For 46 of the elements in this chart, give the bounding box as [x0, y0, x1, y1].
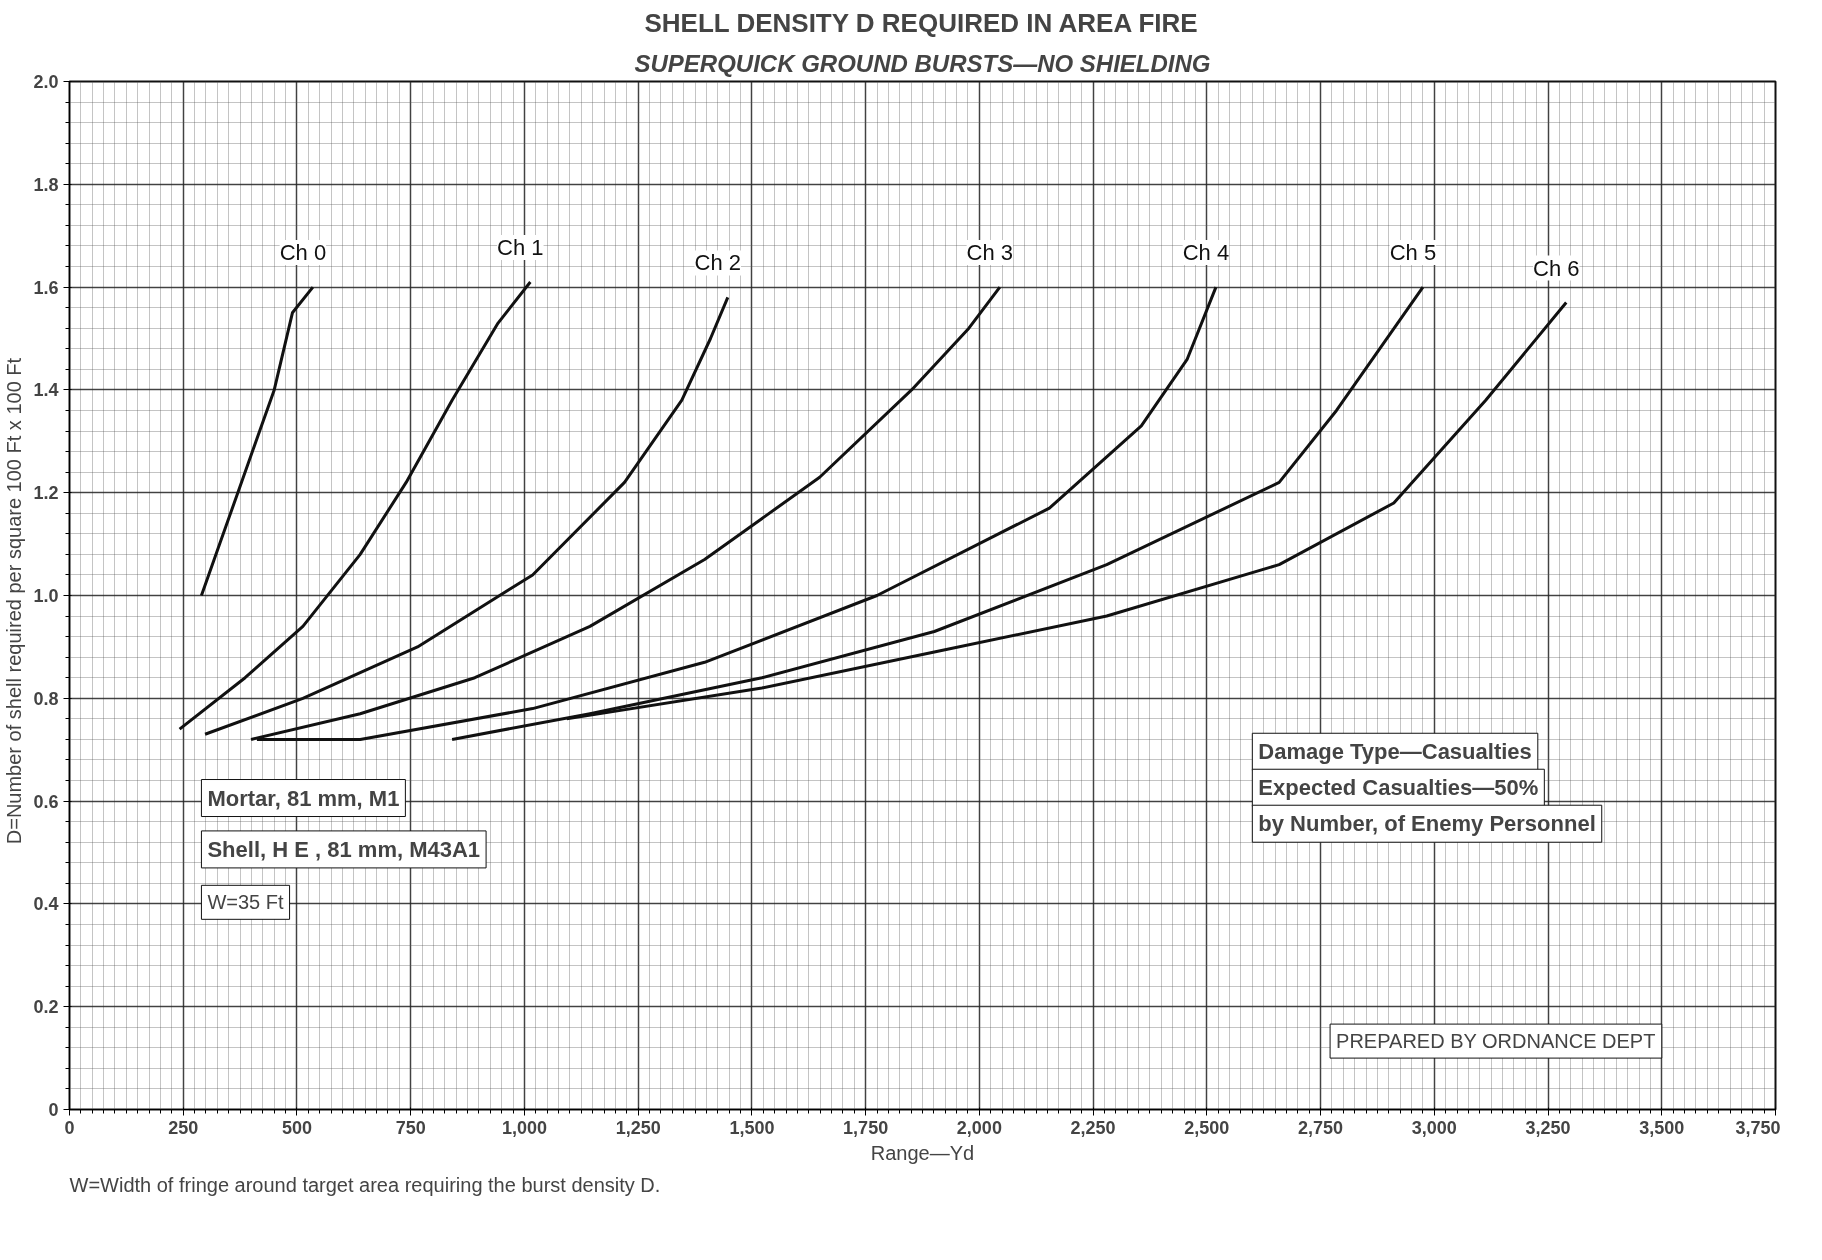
y-axis-title: D=Number of shell required per square 100 Ft x 100 Ft	[3, 357, 26, 845]
y-tick-label: 1.2	[33, 483, 59, 504]
y-tick-label: 0.6	[33, 791, 59, 812]
x-tick-label: 250	[168, 1117, 199, 1138]
annotation: W=35 Ft	[207, 891, 285, 914]
y-tick-label: 1.0	[33, 586, 59, 606]
x-tick-label: 2,750	[1298, 1117, 1344, 1138]
x-tick-label: 1,250	[615, 1117, 661, 1138]
series-label: Ch 2	[694, 250, 742, 276]
x-tick-label: 1,500	[729, 1117, 775, 1138]
y-tick-label: 0	[48, 1100, 59, 1120]
annotation: Expected Casualties—50%	[1258, 775, 1539, 801]
y-tick-label: 1.8	[33, 174, 59, 195]
annotation: Shell, H E , 81 mm, M43A1	[207, 836, 481, 862]
x-tick-label: 1,750	[843, 1117, 889, 1138]
y-tick-label: 1.6	[33, 277, 59, 298]
x-tick-label: 2,500	[1184, 1117, 1230, 1138]
x-tick-label: 3,750	[1735, 1117, 1781, 1138]
x-tick-label: 3,500	[1639, 1117, 1685, 1138]
y-tick-label: 0.2	[33, 997, 59, 1018]
x-tick-label: 1,000	[501, 1117, 547, 1138]
x-tick-label: 3,000	[1411, 1117, 1457, 1138]
series-label: Ch 3	[966, 240, 1014, 266]
chart-subtitle: SUPERQUICK GROUND BURSTS—NO SHIELDING	[634, 49, 1211, 77]
annotation: Mortar, 81 mm, M1	[207, 785, 400, 811]
y-tick-label: 1.4	[33, 380, 59, 401]
x-tick-label: 3,250	[1525, 1117, 1571, 1138]
y-tick-label: 0.8	[33, 688, 59, 709]
x-tick-label: 0	[64, 1117, 75, 1138]
x-tick-label: 500	[281, 1117, 312, 1138]
annotation: PREPARED BY ORDNANCE DEPT	[1336, 1030, 1656, 1053]
series-label: Ch 1	[497, 234, 544, 260]
series-label: Ch 0	[279, 240, 327, 266]
y-tick-label: 0.4	[33, 894, 59, 915]
x-tick-label: 2,250	[1070, 1117, 1116, 1138]
series-label: Ch 5	[1389, 240, 1437, 266]
x-axis-title: Range—Yd	[870, 1141, 975, 1164]
text: W=Width of fringe around target area requiring the burst density D.	[69, 1173, 661, 1196]
series-label: Ch 4	[1182, 240, 1230, 266]
x-tick-label: 750	[395, 1117, 426, 1138]
annotation: Damage Type—Casualties	[1258, 739, 1532, 765]
y-tick-label: 2.0	[33, 72, 59, 92]
x-tick-label: 2,000	[956, 1117, 1002, 1138]
series-label: Ch 6	[1533, 255, 1580, 281]
annotation: by Number, of Enemy Personnel	[1258, 811, 1596, 837]
chart-title: SHELL DENSITY D REQUIRED IN AREA FIRE	[644, 7, 1198, 38]
